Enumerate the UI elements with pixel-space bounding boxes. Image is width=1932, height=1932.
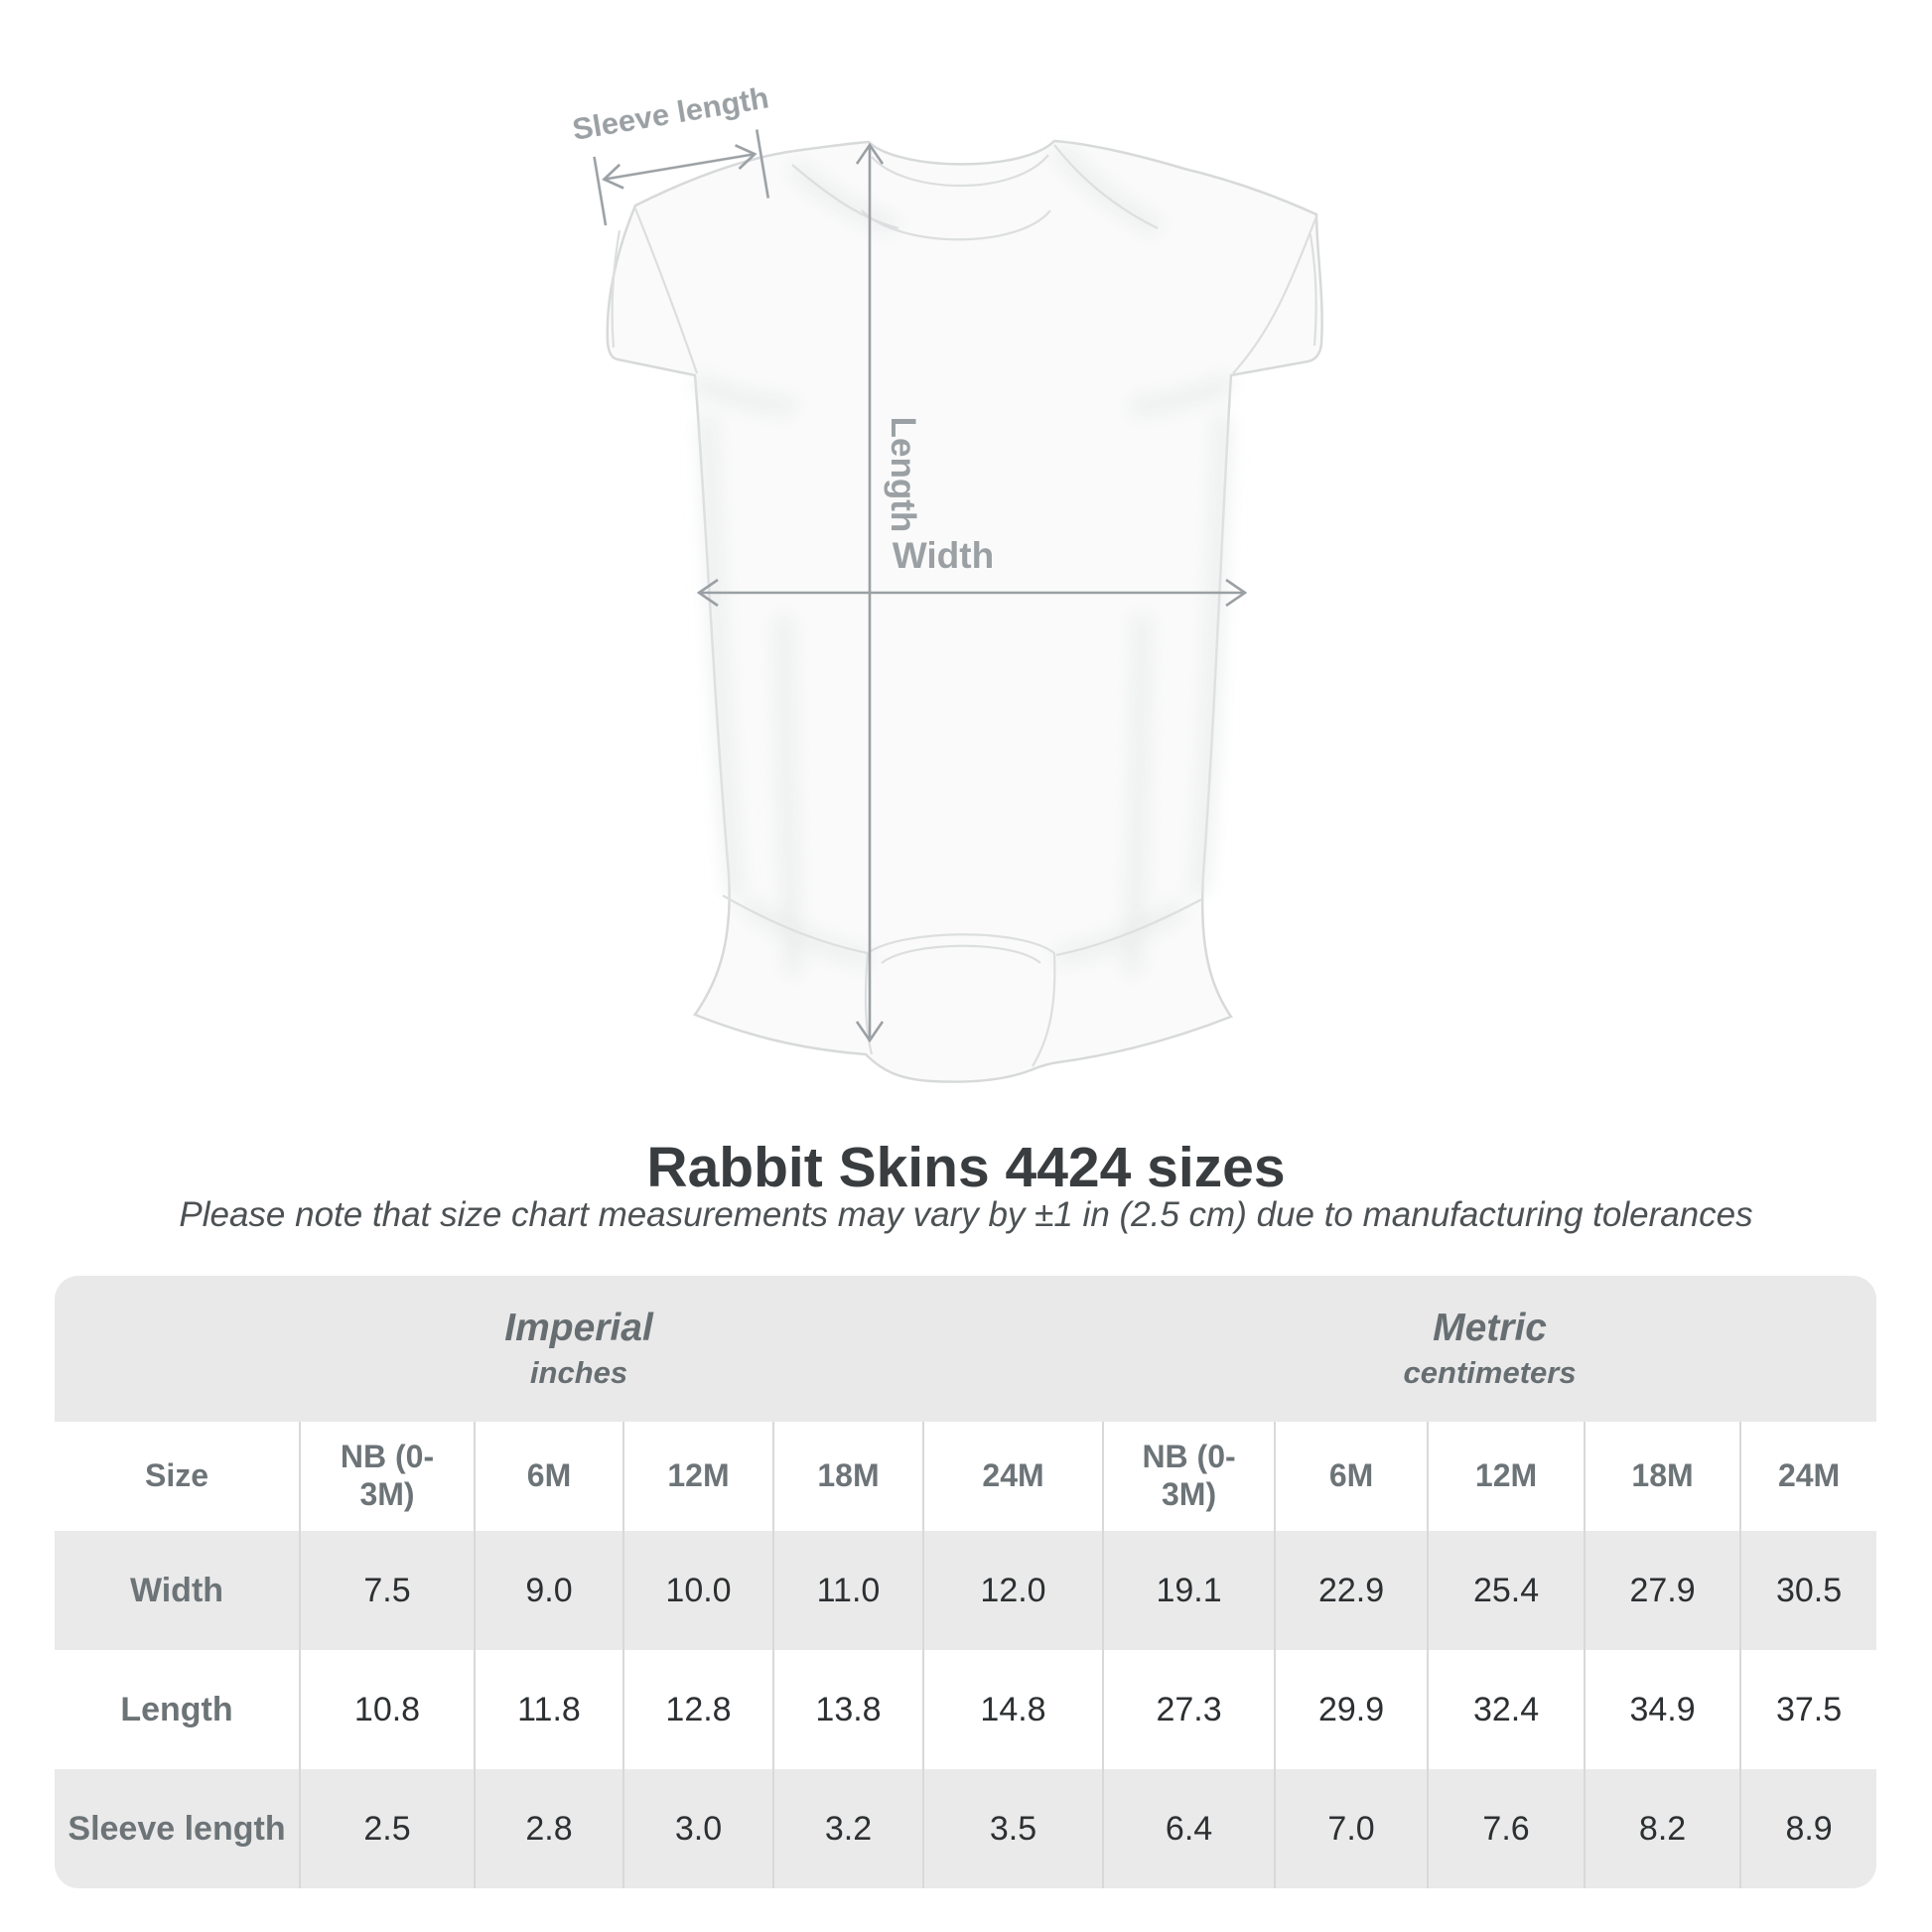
col-header-18m-imperial: 18M [772, 1422, 923, 1531]
cell: 34.9 [1584, 1650, 1741, 1769]
col-header-nb-metric: NB (0-3M) [1102, 1422, 1276, 1531]
cell: 22.9 [1274, 1531, 1429, 1650]
cell: 30.5 [1739, 1531, 1876, 1650]
metric-band: Metric centimeters [1103, 1276, 1876, 1422]
cell: 3.0 [622, 1769, 773, 1888]
size-header-row: Size NB (0-3M) 6M 12M 18M 24M NB (0-3M) … [55, 1422, 1876, 1531]
col-header-24m-metric: 24M [1739, 1422, 1876, 1531]
cell: 6.4 [1102, 1769, 1276, 1888]
cell: 13.8 [772, 1650, 923, 1769]
size-chart-table: Imperial inches Metric centimeters Size … [55, 1276, 1876, 1888]
imperial-unit-label: inches [529, 1354, 628, 1390]
cell: 27.3 [1102, 1650, 1276, 1769]
table-row-length: Length 10.8 11.8 12.8 13.8 14.8 27.3 29.… [55, 1650, 1876, 1769]
unit-band-row: Imperial inches Metric centimeters [55, 1276, 1876, 1422]
width-arrow [696, 578, 1248, 608]
cell: 37.5 [1739, 1650, 1876, 1769]
table-row-width: Width 7.5 9.0 10.0 11.0 12.0 19.1 22.9 2… [55, 1531, 1876, 1650]
col-header-12m-imperial: 12M [622, 1422, 773, 1531]
imperial-band: Imperial inches [55, 1276, 1104, 1422]
cell: 32.4 [1427, 1650, 1586, 1769]
cell: 7.0 [1274, 1769, 1429, 1888]
cell: 10.0 [622, 1531, 773, 1650]
cell: 12.8 [622, 1650, 773, 1769]
tolerance-note: Please note that size chart measurements… [179, 1195, 1753, 1234]
col-header-12m-metric: 12M [1427, 1422, 1586, 1531]
row-label-length: Length [120, 1690, 233, 1728]
imperial-label: Imperial [504, 1306, 653, 1349]
col-header-6m-metric: 6M [1274, 1422, 1429, 1531]
row-label-width: Width [129, 1571, 224, 1609]
cell: 12.0 [921, 1531, 1104, 1650]
cell: 2.8 [474, 1769, 623, 1888]
cell: 7.6 [1427, 1769, 1586, 1888]
cell: 25.4 [1427, 1531, 1586, 1650]
col-header-nb-imperial: NB (0-3M) [299, 1422, 475, 1531]
size-header-cell: Size [144, 1457, 209, 1494]
crotch-flap [722, 895, 1202, 1067]
cell: 8.9 [1739, 1769, 1876, 1888]
cell: 14.8 [921, 1650, 1104, 1769]
cell: 19.1 [1102, 1531, 1276, 1650]
cell: 2.5 [299, 1769, 475, 1888]
col-header-6m-imperial: 6M [474, 1422, 623, 1531]
col-header-24m-imperial: 24M [921, 1422, 1104, 1531]
metric-unit-label: centimeters [1403, 1354, 1577, 1390]
row-label-sleeve-length: Sleeve length [68, 1809, 286, 1848]
cell: 8.2 [1584, 1769, 1741, 1888]
cell: 9.0 [474, 1531, 623, 1650]
cell: 29.9 [1274, 1650, 1429, 1769]
cell: 3.2 [772, 1769, 923, 1888]
cell: 27.9 [1584, 1531, 1741, 1650]
size-table: Imperial inches Metric centimeters Size … [55, 1276, 1876, 1888]
col-header-18m-metric: 18M [1584, 1422, 1741, 1531]
cell: 3.5 [921, 1769, 1104, 1888]
cell: 11.0 [772, 1531, 923, 1650]
onesie-illustration [606, 139, 1323, 1083]
bodysuit-measurement-diagram: Length Width Sleeve length [570, 79, 1323, 1083]
envelope-neckline [791, 144, 1159, 241]
cell: 10.8 [299, 1650, 475, 1769]
table-row-sleeve-length: Sleeve length 2.5 2.8 3.0 3.2 3.5 6.4 7.… [55, 1769, 1876, 1888]
page-title: Rabbit Skins 4424 sizes [646, 1136, 1286, 1199]
sleeve-length-label: Sleeve length [570, 79, 771, 147]
width-label: Width [893, 535, 994, 576]
cell: 11.8 [474, 1650, 623, 1769]
metric-label: Metric [1433, 1306, 1547, 1349]
cell: 7.5 [299, 1531, 475, 1650]
fabric-shading [691, 143, 1235, 974]
sleeve-seams [611, 207, 1318, 374]
length-label: Length [884, 417, 922, 533]
